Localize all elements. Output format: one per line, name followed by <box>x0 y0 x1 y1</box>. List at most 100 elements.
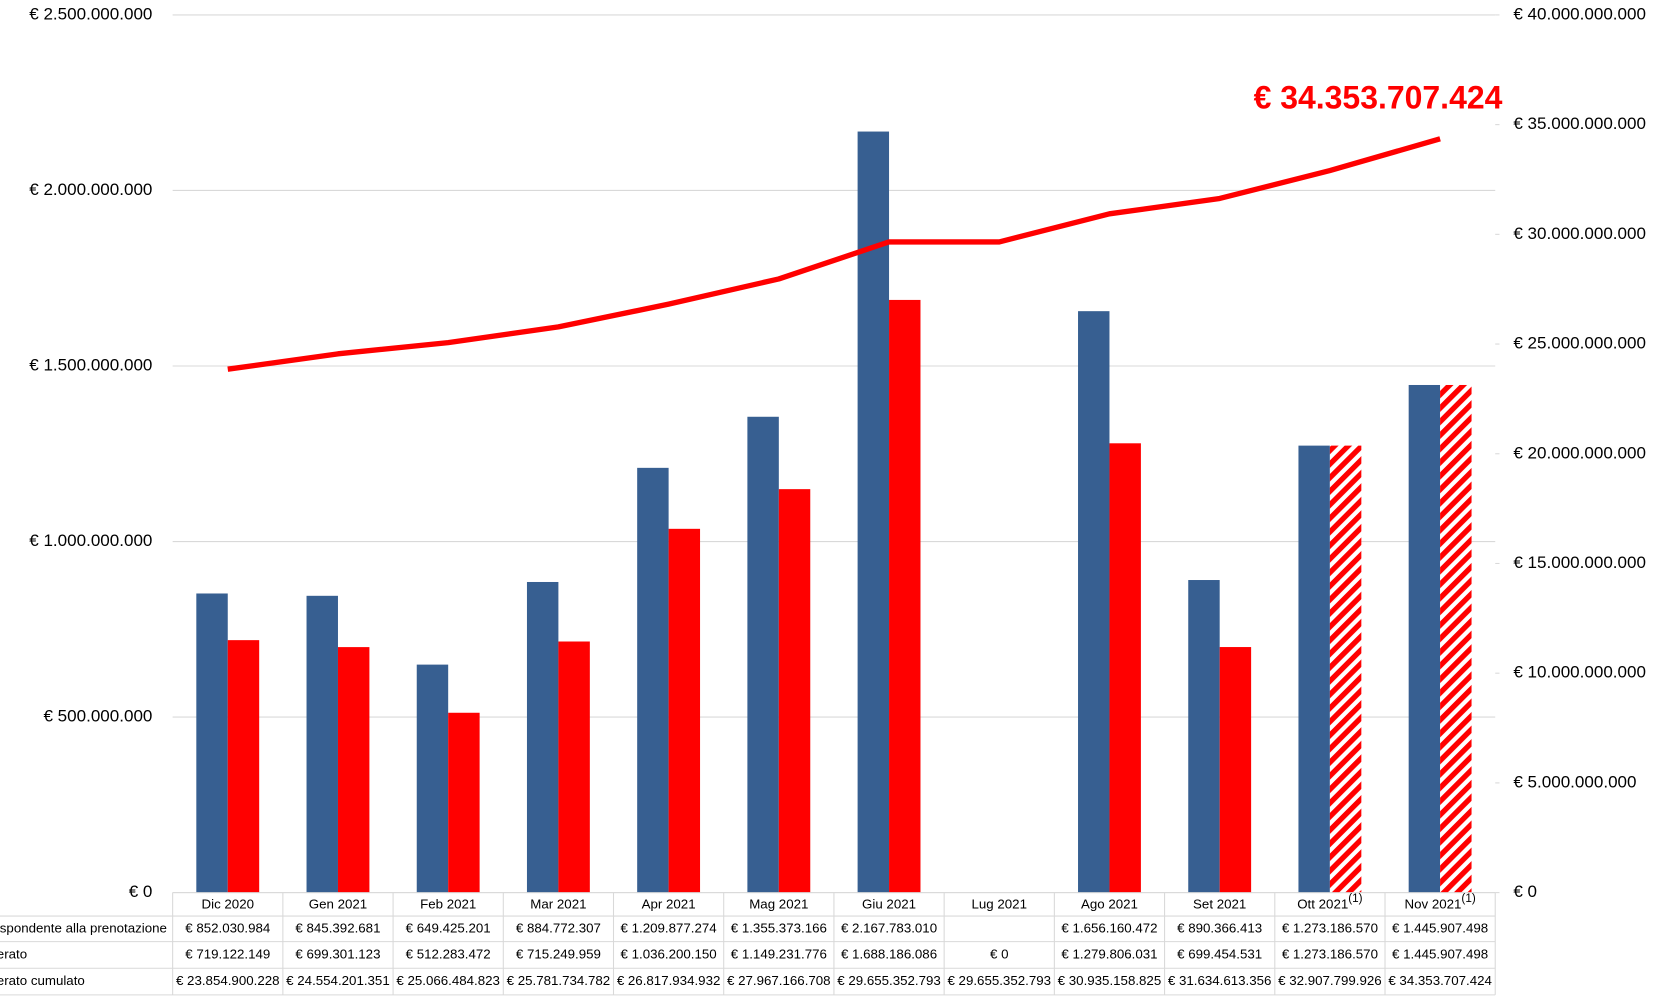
table-cell: € 23.854.900.228 <box>176 973 280 988</box>
annotation: € 34.353.707.424 <box>1254 80 1503 116</box>
table-cell: € 699.301.123 <box>295 946 380 961</box>
bar <box>668 528 701 893</box>
table-cell: € 699.454.531 <box>1177 946 1262 961</box>
bar <box>1329 445 1362 893</box>
bar <box>337 647 370 893</box>
y-tick-label: € 500.000.000 <box>43 707 152 726</box>
table-cell: € 1.209.877.274 <box>621 920 717 935</box>
table-cell: € 715.249.959 <box>516 946 601 961</box>
table-cell: € 719.122.149 <box>185 946 270 961</box>
y2-tick-label: € 30.000.000.000 <box>1513 224 1646 243</box>
category-label: Mag 2021 <box>749 896 808 911</box>
x-tick-label: Lug 2021 <box>972 896 1027 911</box>
table-cell: € 890.366.413 <box>1177 920 1262 935</box>
bar <box>448 712 480 893</box>
y2-tick-label: € 10.000.000.000 <box>1513 663 1646 682</box>
y-tick-label: € 2.500.000.000 <box>29 4 152 23</box>
table-cell: € 1.445.907.498 <box>1392 946 1488 961</box>
table-cell: € 1.445.907.498 <box>1392 920 1488 935</box>
category-label: Feb 2021 <box>420 896 476 911</box>
line <box>227 136 1441 372</box>
x-tick-label: Mar 2021 <box>530 896 586 911</box>
y-tick-label: € 1.500.000.000 <box>29 355 152 374</box>
table-cell: € 1.273.186.570 <box>1282 920 1378 935</box>
table-cell: € 512.283.472 <box>406 946 491 961</box>
x-tick-label: Dic 2020 <box>202 896 254 911</box>
category-label: Nov 2021 <box>1404 896 1461 911</box>
category-label: Set 2021 <box>1193 896 1246 911</box>
table-cell: € 26.817.934.932 <box>617 973 721 988</box>
bar <box>778 489 811 893</box>
bar <box>1109 443 1141 893</box>
bar <box>1188 580 1220 893</box>
bar <box>1219 647 1252 893</box>
x-tick-label: Apr 2021 <box>642 896 696 911</box>
bar <box>416 664 449 893</box>
x-tick-label: Ago 2021 <box>1081 896 1138 911</box>
table-cell: € 884.772.307 <box>516 920 601 935</box>
bar <box>1440 384 1472 893</box>
table-cell: € 0 <box>990 946 1009 961</box>
category-note: (1) <box>1461 892 1475 905</box>
category-label: Ott 2021 <box>1297 896 1348 911</box>
table-cell: € 1.355.373.166 <box>731 920 827 935</box>
table-cell: € 1.149.231.776 <box>731 946 827 961</box>
x-tick-label: Giu 2021 <box>862 896 916 911</box>
category-label: Mar 2021 <box>530 896 586 911</box>
table-cell: € 29.655.352.793 <box>947 973 1051 988</box>
x-tick-label: Set 2021 <box>1193 896 1246 911</box>
category-label: Dic 2020 <box>202 896 254 911</box>
table-cell: € 34.353.707.424 <box>1388 973 1492 988</box>
table-cell: € 30.935.158.825 <box>1058 973 1162 988</box>
category-label: Giu 2021 <box>862 896 916 911</box>
x-tick-label: Mag 2021 <box>749 896 808 911</box>
row-label: erato cumulato <box>0 973 85 988</box>
row-label: ispondente alla prenotazione <box>0 920 167 935</box>
category-note: (1) <box>1348 892 1362 905</box>
y-tick-label: € 0 <box>129 882 153 901</box>
y2-tick-label: € 25.000.000.000 <box>1513 334 1646 353</box>
table-cell: € 27.967.166.708 <box>727 973 831 988</box>
table-cell: € 852.030.984 <box>185 920 270 935</box>
y2-tick-label: € 20.000.000.000 <box>1513 443 1646 462</box>
table-cell: € 32.907.799.926 <box>1278 973 1382 988</box>
y2-tick-label: € 40.000.000.000 <box>1513 4 1646 23</box>
y-tick-label: € 1.000.000.000 <box>29 531 152 550</box>
row-label: erato <box>0 946 27 961</box>
table-cell: € 2.167.783.010 <box>841 920 937 935</box>
x-tick-label: Feb 2021 <box>420 896 476 911</box>
table-cell: € 649.425.201 <box>406 920 491 935</box>
bar <box>1408 384 1441 893</box>
x-tick-label: Ott 2021(1) <box>1297 892 1362 911</box>
bar <box>306 595 338 893</box>
bar <box>558 641 590 893</box>
bar <box>1298 445 1330 893</box>
table-cell: € 1.656.160.472 <box>1061 920 1157 935</box>
table-cell: € 25.781.734.782 <box>507 973 611 988</box>
y2-tick-label: € 15.000.000.000 <box>1513 553 1646 572</box>
category-label: Apr 2021 <box>642 896 696 911</box>
category-label: Ago 2021 <box>1081 896 1138 911</box>
table-cell: € 24.554.201.351 <box>286 973 390 988</box>
bar <box>196 593 228 893</box>
table-cell: € 1.279.806.031 <box>1061 946 1157 961</box>
y2-tick-label: € 0 <box>1513 882 1537 901</box>
category-label: Lug 2021 <box>972 896 1027 911</box>
x-tick-label: Gen 2021 <box>309 896 367 911</box>
bar <box>227 640 260 893</box>
y2-tick-label: € 5.000.000.000 <box>1513 772 1636 791</box>
bar <box>889 299 921 893</box>
bar <box>1078 311 1110 893</box>
table-cell: € 845.392.681 <box>295 920 380 935</box>
bar <box>637 467 669 893</box>
bar <box>526 581 559 893</box>
category-label: Gen 2021 <box>309 896 367 911</box>
y-tick-label: € 2.000.000.000 <box>29 180 152 199</box>
bar <box>747 416 779 893</box>
table-cell: € 25.066.484.823 <box>396 973 500 988</box>
table-cell: € 31.634.613.356 <box>1168 973 1272 988</box>
y2-tick-label: € 35.000.000.000 <box>1513 114 1646 133</box>
table-cell: € 1.273.186.570 <box>1282 946 1378 961</box>
